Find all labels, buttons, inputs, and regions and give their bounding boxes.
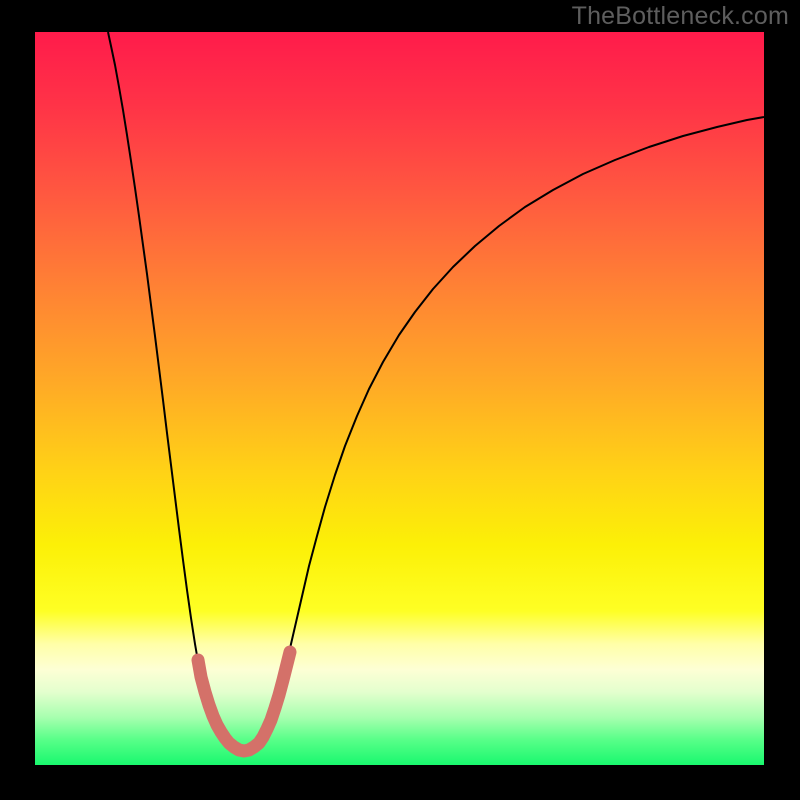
plot-area	[35, 32, 764, 765]
bottleneck-highlight	[198, 652, 290, 751]
bottleneck-curve	[108, 32, 764, 751]
watermark-text: TheBottleneck.com	[572, 2, 789, 31]
curve-layer	[35, 32, 764, 765]
chart-frame: TheBottleneck.com	[0, 0, 800, 800]
